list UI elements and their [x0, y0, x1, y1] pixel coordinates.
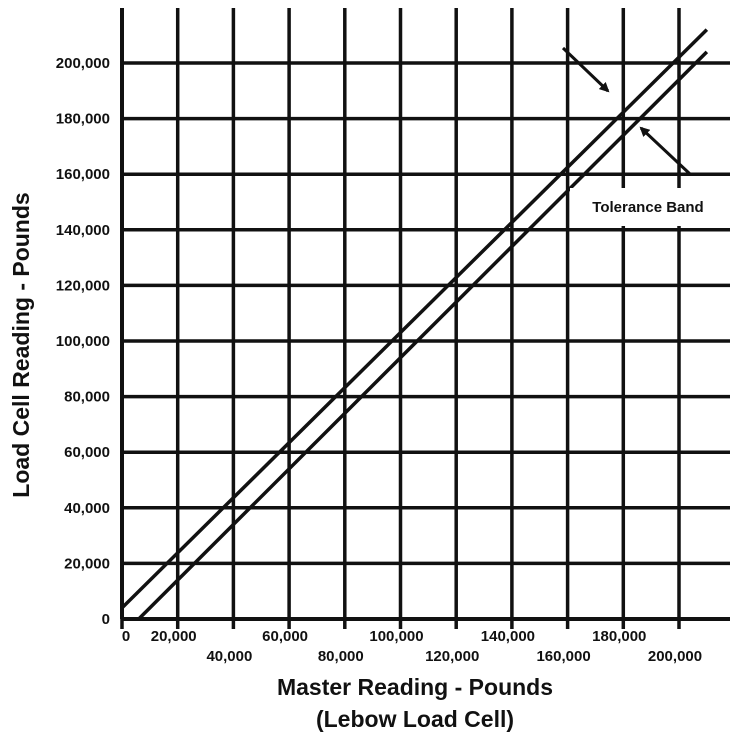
x-tick-label: 180,000	[592, 628, 646, 645]
y-tick-label: 200,000	[56, 55, 110, 72]
annotation-arrow-upper	[561, 46, 610, 93]
y-tick-labels: 0 20,000 40,000 60,000 80,000 100,000 120,000 1…	[56, 55, 110, 628]
upper-tolerance-line	[120, 28, 709, 610]
x-axis-title: Master Reading - Pounds	[277, 674, 553, 700]
lower-tolerance-line	[137, 50, 709, 621]
x-tick-label: 80,000	[318, 648, 364, 665]
x-tick-label: 160,000	[536, 648, 590, 665]
y-tick-label: 40,000	[64, 500, 110, 517]
x-tick-labels: 0 20,00040,00060,00080,000100,000120,0001…	[122, 628, 702, 665]
x-tick-label: 40,000	[206, 648, 252, 665]
y-tick-label: 0	[102, 611, 110, 628]
y-tick-label: 180,000	[56, 111, 110, 128]
x-tick-label: 20,000	[151, 628, 197, 645]
y-axis-title: Load Cell Reading - Pounds	[8, 192, 34, 497]
x-tick-label: 100,000	[369, 628, 423, 645]
x-tick-label: 200,000	[648, 648, 702, 665]
grid-lines	[120, 8, 730, 629]
y-tick-label: 20,000	[64, 555, 110, 572]
x-tick-label: 60,000	[262, 628, 308, 645]
y-tick-label: 60,000	[64, 444, 110, 461]
y-tick-label: 100,000	[56, 333, 110, 350]
tolerance-band-lines	[120, 28, 709, 621]
y-tick-label: 140,000	[56, 222, 110, 239]
tolerance-band-label: Tolerance Band	[592, 199, 703, 216]
x-axis-subtitle: (Lebow Load Cell)	[316, 706, 514, 732]
y-tick-label: 120,000	[56, 277, 110, 294]
y-tick-label: 80,000	[64, 389, 110, 406]
x-tick-label: 140,000	[481, 628, 535, 645]
annotation-background	[570, 188, 726, 226]
x-tick-label: 0	[122, 628, 130, 645]
y-tick-label: 160,000	[56, 166, 110, 183]
annotation-arrow-lower	[639, 126, 692, 176]
x-tick-label: 120,000	[425, 648, 479, 665]
